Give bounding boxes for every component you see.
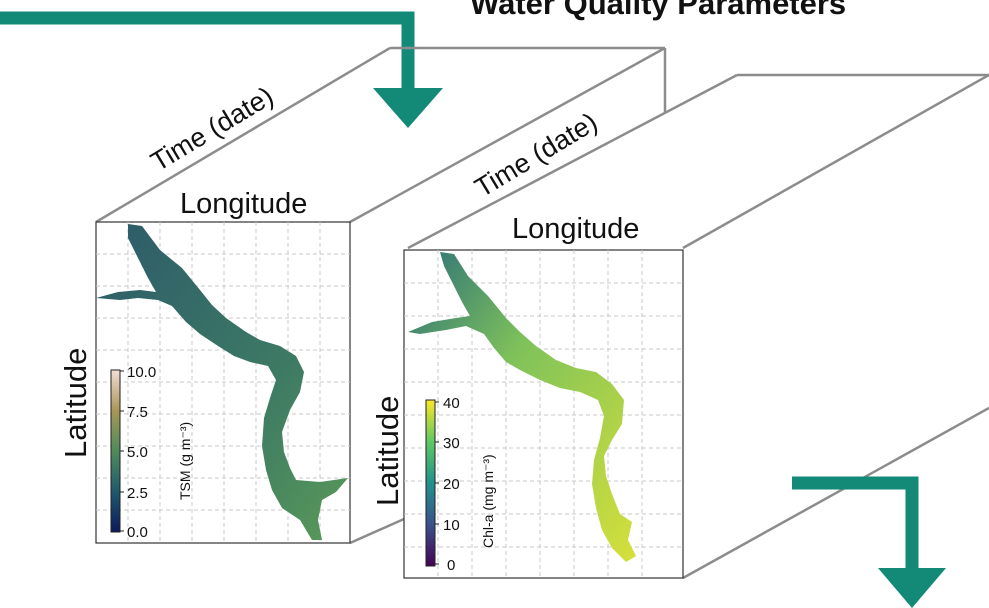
output-arrow — [792, 476, 946, 608]
tsm-colorbar — [110, 369, 121, 533]
chla-tick-30: 30 — [443, 435, 460, 452]
chla-colorbar-ticks — [435, 401, 439, 565]
chla-colorbar-label: Chl-a (mg m⁻³) — [480, 454, 496, 548]
chla-latitude-label: Latitude — [370, 396, 405, 506]
chla-longitude-label: Longitude — [512, 213, 639, 245]
input-arrow — [0, 11, 443, 128]
tsm-colorbar-ticks — [120, 370, 124, 532]
tsm-map-panel: 10.0 7.5 5.0 2.5 0.0 TSM (g m⁻³) — [95, 221, 351, 544]
cube-chla-edges — [407, 73, 989, 580]
chla-tick-20: 20 — [443, 476, 460, 493]
tsm-river-shape — [96, 224, 348, 540]
chla-tick-10: 10 — [443, 517, 460, 534]
tsm-tick-0: 0.0 — [127, 524, 148, 541]
chla-river-shape — [408, 252, 636, 562]
tsm-tick-2-5: 2.5 — [127, 485, 148, 502]
tsm-latitude-label: Latitude — [58, 348, 93, 458]
chla-tick-40: 40 — [443, 395, 460, 412]
tsm-tick-5: 5.0 — [127, 444, 148, 461]
tsm-time-axis-label: Time (date) — [146, 81, 279, 177]
chla-map-grid — [404, 250, 683, 578]
tsm-tick-7-5: 7.5 — [127, 404, 148, 421]
diagram-title: Water Quality Parameters — [470, 0, 847, 21]
tsm-colorbar-label: TSM (g m⁻³) — [177, 422, 193, 500]
cube-tsm-edges — [95, 46, 667, 545]
chla-tick-0: 0 — [447, 557, 455, 574]
tsm-tick-10: 10.0 — [127, 364, 156, 381]
chla-colorbar — [425, 399, 436, 567]
tsm-longitude-label: Longitude — [180, 188, 307, 220]
chla-map-panel: 40 30 20 10 0 Chl-a (mg m⁻³) — [403, 249, 684, 579]
